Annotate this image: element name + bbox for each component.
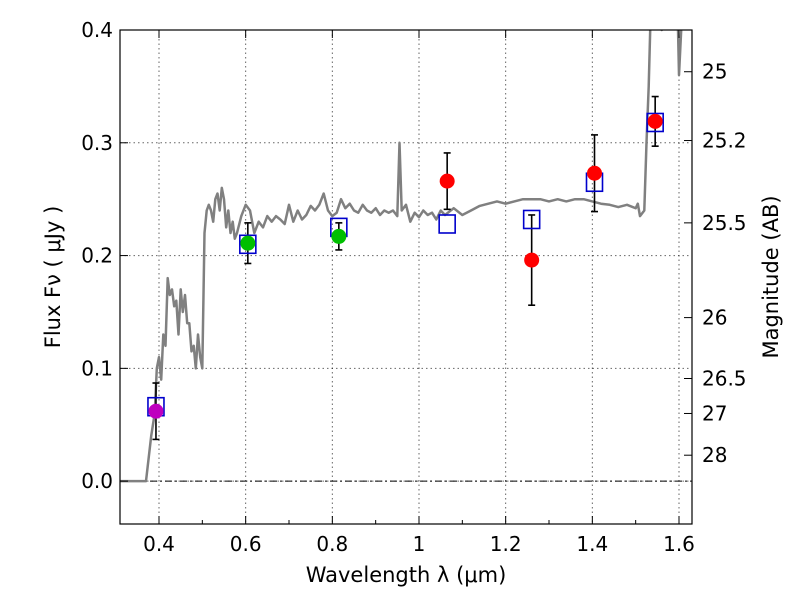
right-tick-label: 26.5 [702, 367, 747, 391]
right-tick-label: 25 [702, 60, 727, 84]
x-tick-label: 1.2 [490, 532, 522, 556]
right-tick-label: 25.2 [702, 129, 747, 153]
x-axis-label: Wavelength λ (μm) [306, 563, 507, 587]
model-square-marker [522, 209, 541, 230]
model-sed-layer [120, 30, 692, 483]
observed-point-marker [587, 165, 602, 181]
y-tick-label: 0.2 [81, 244, 113, 268]
observed-point-marker [439, 173, 455, 189]
y-axis-label: Flux Fν ( μJy ) [41, 206, 65, 349]
right-tick-label: 26 [702, 306, 727, 330]
model-sed-line [120, 30, 692, 483]
y-tick-label: 0.0 [81, 469, 113, 493]
model-square-marker [438, 214, 456, 234]
plot-frame [119, 29, 693, 525]
observed-point-marker [524, 252, 540, 268]
grid [120, 29, 692, 524]
right-tick-label: 28 [702, 443, 727, 467]
data-markers [147, 95, 664, 441]
model-square-marker [239, 234, 257, 255]
y-tick-label: 0.4 [81, 18, 113, 42]
x-tick-label: 1 [413, 532, 426, 556]
observed-point-marker [647, 113, 663, 129]
observed-point-marker [331, 228, 347, 244]
observed-point-marker [148, 403, 164, 419]
x-tick-label: 0.6 [230, 532, 262, 556]
y-tick-label: 0.1 [81, 356, 113, 380]
x-tick-label: 1.4 [576, 532, 608, 556]
x-tick-label: 1.6 [663, 532, 695, 556]
right-tick-label: 27 [702, 401, 727, 425]
model-square-marker [646, 112, 664, 133]
axis-ticks: 0.4 0.6 0.8 1 1.2 1.4 1.6 0.0 0.1 0.2 0.3 0.4 25 25.2… [81, 18, 746, 556]
observed-point-marker [240, 235, 256, 251]
right-tick-label: 25.5 [702, 211, 747, 235]
y-tick-label: 0.3 [81, 131, 113, 155]
x-tick-label: 0.8 [316, 532, 348, 556]
x-tick-label: 0.4 [143, 532, 175, 556]
right-axis-label: Magnitude (AB) [759, 195, 783, 358]
